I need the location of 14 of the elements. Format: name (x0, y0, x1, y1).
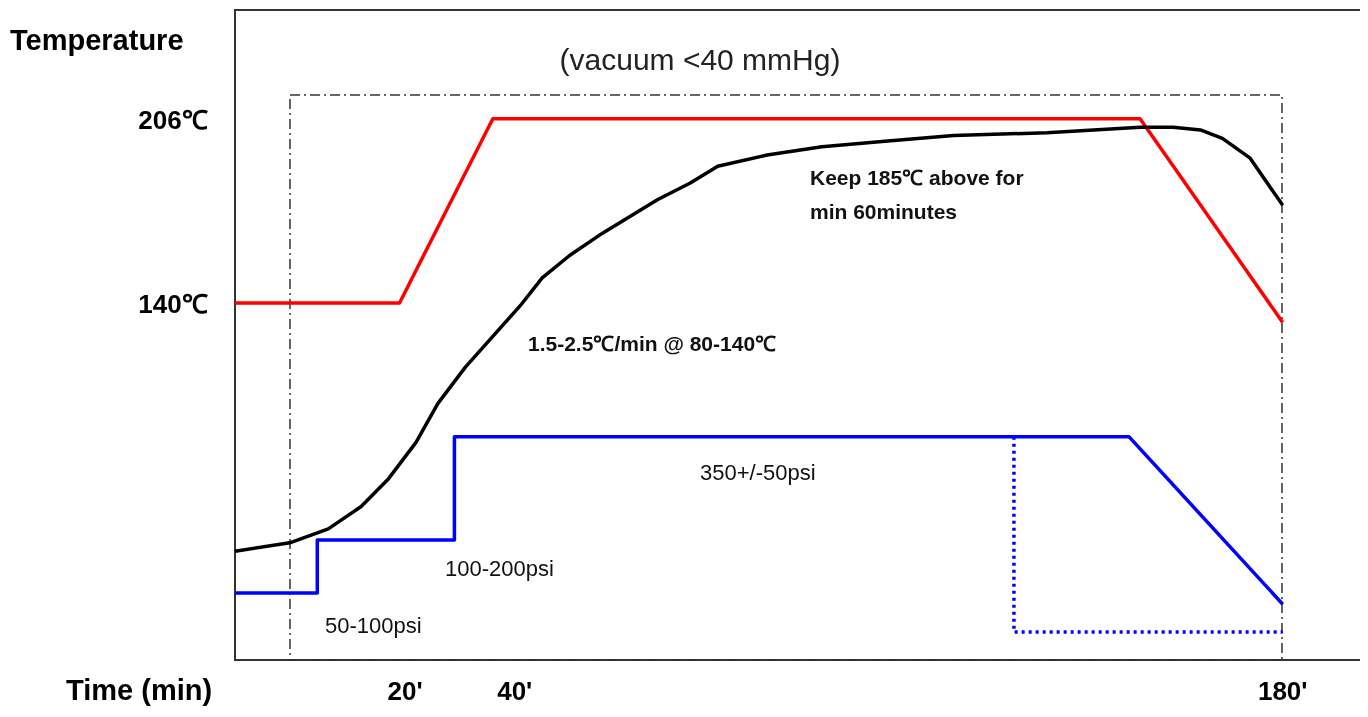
y-axis-title: Temperature (10, 24, 184, 56)
annotation: 350+/-50psi (700, 460, 816, 485)
annotation: 100-200psi (445, 556, 554, 581)
x-axis-title: Time (min) (66, 674, 213, 706)
annotation: 50-100psi (325, 613, 422, 638)
annotation: 1.5-2.5℃/min @ 80-140℃ (528, 332, 777, 355)
x-tick-label: 20' (387, 676, 423, 706)
annotation: Keep 185℃ above for min 60minutes (810, 166, 1024, 223)
x-tick-label: 40' (497, 676, 533, 706)
y-tick-label: 206℃ (138, 104, 208, 135)
y-tick-label: 140℃ (138, 288, 208, 319)
text: (vacuum <40 mmHg) (559, 43, 841, 76)
x-tick-label: 180' (1257, 676, 1308, 706)
line-series (233, 125, 1285, 553)
